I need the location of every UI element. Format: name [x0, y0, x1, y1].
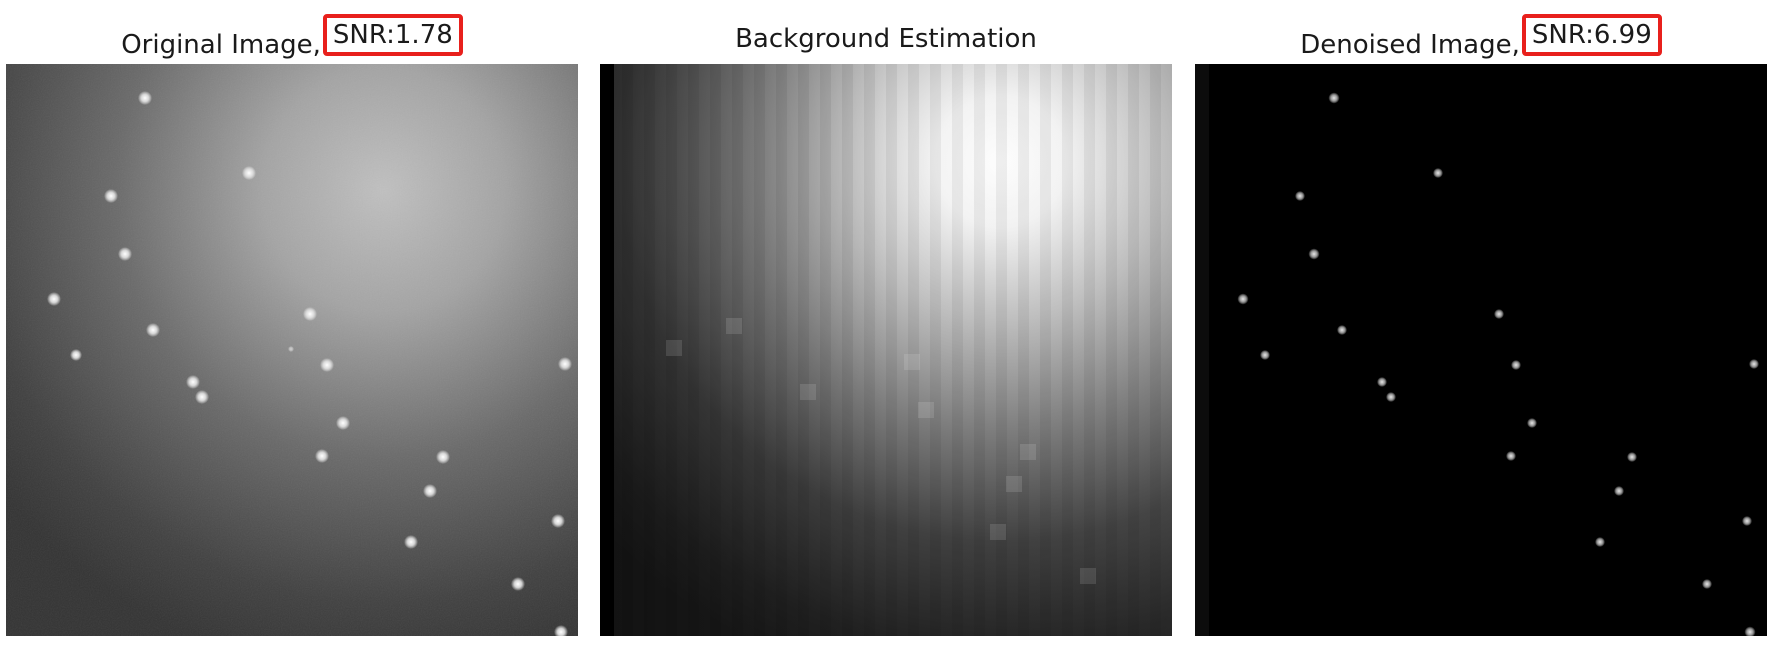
denoised-spots	[1237, 92, 1759, 636]
denoised-snr-text: SNR:6.99	[1531, 20, 1652, 50]
original-snr-text: SNR:1.78	[332, 20, 453, 50]
background-title-text: Background Estimation	[735, 24, 1037, 54]
panel-background: Background Estimation	[600, 0, 1172, 655]
background-blocks	[666, 318, 1096, 584]
original-title-text: Original Image,	[121, 30, 321, 60]
panel-denoised-title: Denoised Image, SNR:6.99	[1195, 14, 1767, 66]
panel-original-title: Original Image, SNR:1.78	[6, 14, 578, 66]
panel-denoised: Denoised Image, SNR:6.99	[1195, 0, 1767, 655]
denoised-snr-highlight: SNR:6.99	[1521, 14, 1662, 56]
original-snr-highlight: SNR:1.78	[322, 14, 463, 56]
panel-original: Original Image, SNR:1.78	[6, 0, 578, 655]
denoised-title-text: Denoised Image,	[1300, 30, 1520, 60]
denoised-image	[1195, 64, 1767, 636]
panel-background-title: Background Estimation	[600, 24, 1172, 54]
background-image	[600, 64, 1172, 636]
original-image	[6, 64, 578, 636]
original-spots	[47, 91, 572, 636]
